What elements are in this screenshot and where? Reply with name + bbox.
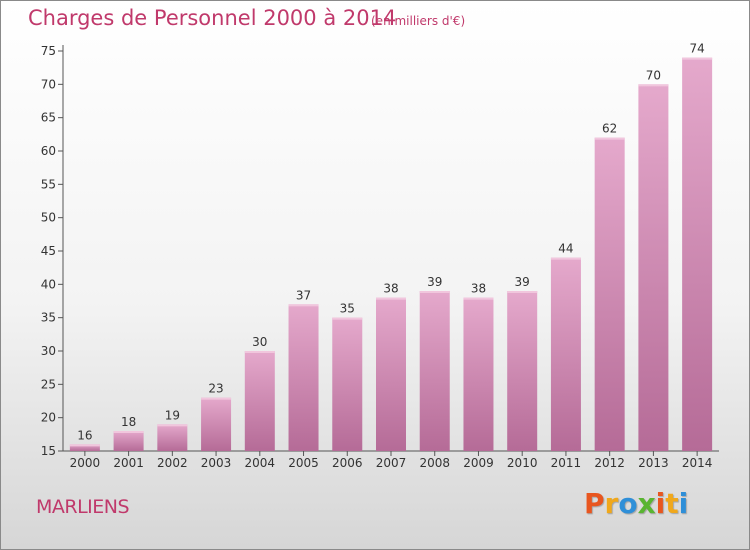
bar-2012 — [594, 137, 625, 451]
x-tick-label: 2008 — [419, 456, 450, 470]
bar-2007 — [376, 297, 406, 451]
y-tick-label: 20 — [41, 411, 56, 425]
x-tick-label: 2004 — [245, 456, 276, 470]
y-tick-label: 15 — [41, 444, 56, 458]
brand-letter: o — [618, 487, 638, 520]
y-tick-label: 45 — [41, 244, 56, 258]
brand-letter: i — [678, 487, 689, 520]
bar-cap-2003 — [201, 397, 232, 400]
y-tick-label: 35 — [41, 311, 56, 325]
bar-2014 — [682, 57, 713, 452]
bar-cap-2000 — [69, 444, 100, 447]
bar-2009 — [463, 297, 494, 451]
x-tick-label: 2001 — [113, 456, 144, 470]
data-label: 16 — [77, 428, 92, 442]
x-tick-label: 2000 — [70, 456, 101, 470]
x-tick-label: 2010 — [507, 456, 538, 470]
x-tick-label: 2005 — [288, 456, 319, 470]
chart-subtitle: (en milliers d'€) — [371, 14, 466, 28]
commune-name: MARLIENS — [36, 496, 130, 518]
y-tick-label: 50 — [41, 211, 56, 225]
bar-cap-2012 — [594, 137, 625, 140]
bar-cap-2005 — [288, 304, 319, 307]
x-tick-label: 2003 — [201, 456, 232, 470]
y-tick-label: 30 — [41, 344, 56, 358]
bar-2013 — [638, 84, 669, 451]
x-tick-label: 2002 — [157, 456, 188, 470]
brand-letter: t — [665, 487, 679, 520]
data-label: 39 — [427, 275, 442, 289]
bar-2008 — [419, 291, 450, 451]
brand-letter: P — [584, 487, 605, 520]
bar-cap-2007 — [376, 297, 406, 300]
x-tick-label: 2007 — [376, 456, 407, 470]
x-tick-label: 2014 — [682, 456, 713, 470]
bar-cap-2006 — [332, 317, 363, 320]
data-label: 74 — [689, 42, 704, 56]
data-label: 62 — [602, 122, 617, 136]
brand-logo: Proxiti — [584, 487, 688, 520]
bar-2001 — [113, 431, 144, 451]
x-tick-label: 2012 — [594, 456, 625, 470]
brand-letter: r — [604, 487, 619, 520]
y-tick-label: 55 — [41, 177, 56, 191]
bar-2011 — [550, 257, 581, 451]
x-tick-label: 2013 — [638, 456, 669, 470]
bar-cap-2001 — [113, 431, 144, 433]
bar-cap-2002 — [157, 424, 188, 427]
bar-2006 — [332, 317, 363, 451]
chart-title: Charges de Personnel 2000 à 2014 — [28, 6, 397, 30]
x-tick-label: 2006 — [332, 456, 363, 470]
chart-axes: 15 20 25 30 35 40 45 50 55 60 65 70 75 2000 2001 2002 20… — [41, 44, 719, 470]
bar-cap-2011 — [550, 257, 581, 260]
data-label: 39 — [515, 275, 530, 289]
y-tick-label: 75 — [41, 44, 56, 58]
chart-data-labels: 16 18 19 23 30 37 35 38 39 38 39 44 62 70 74 — [77, 42, 705, 443]
brand-letter: x — [637, 487, 656, 520]
data-label: 18 — [121, 415, 136, 429]
bar-2002 — [157, 424, 188, 451]
data-label: 35 — [340, 302, 355, 316]
y-tick-label: 40 — [41, 277, 56, 291]
bar-cap-2004 — [244, 351, 275, 353]
bar-cap-2010 — [507, 291, 538, 293]
y-tick-label: 70 — [41, 77, 56, 91]
data-label: 44 — [558, 242, 573, 256]
bar-2004 — [244, 351, 275, 451]
data-label: 23 — [208, 382, 223, 396]
bar-2005 — [288, 304, 319, 451]
data-label: 19 — [165, 408, 180, 422]
data-label: 30 — [252, 335, 267, 349]
x-tick-label: 2009 — [463, 456, 494, 470]
bar-2000 — [69, 444, 100, 451]
data-label: 38 — [383, 282, 398, 296]
brand-letter: i — [655, 487, 666, 520]
chart-bars — [69, 57, 713, 452]
bar-cap-2008 — [419, 291, 450, 293]
bar-cap-2014 — [682, 57, 713, 60]
data-label: 38 — [471, 282, 486, 296]
y-tick-label: 25 — [41, 377, 56, 391]
y-tick-label: 60 — [41, 144, 56, 158]
y-tick-label: 65 — [41, 111, 56, 125]
bar-cap-2009 — [463, 297, 494, 300]
x-tick-label: 2011 — [551, 456, 582, 470]
data-label: 37 — [296, 288, 311, 302]
data-label: 70 — [646, 68, 661, 82]
bar-2010 — [507, 291, 538, 451]
bar-cap-2013 — [638, 84, 669, 87]
bar-2003 — [201, 397, 232, 451]
